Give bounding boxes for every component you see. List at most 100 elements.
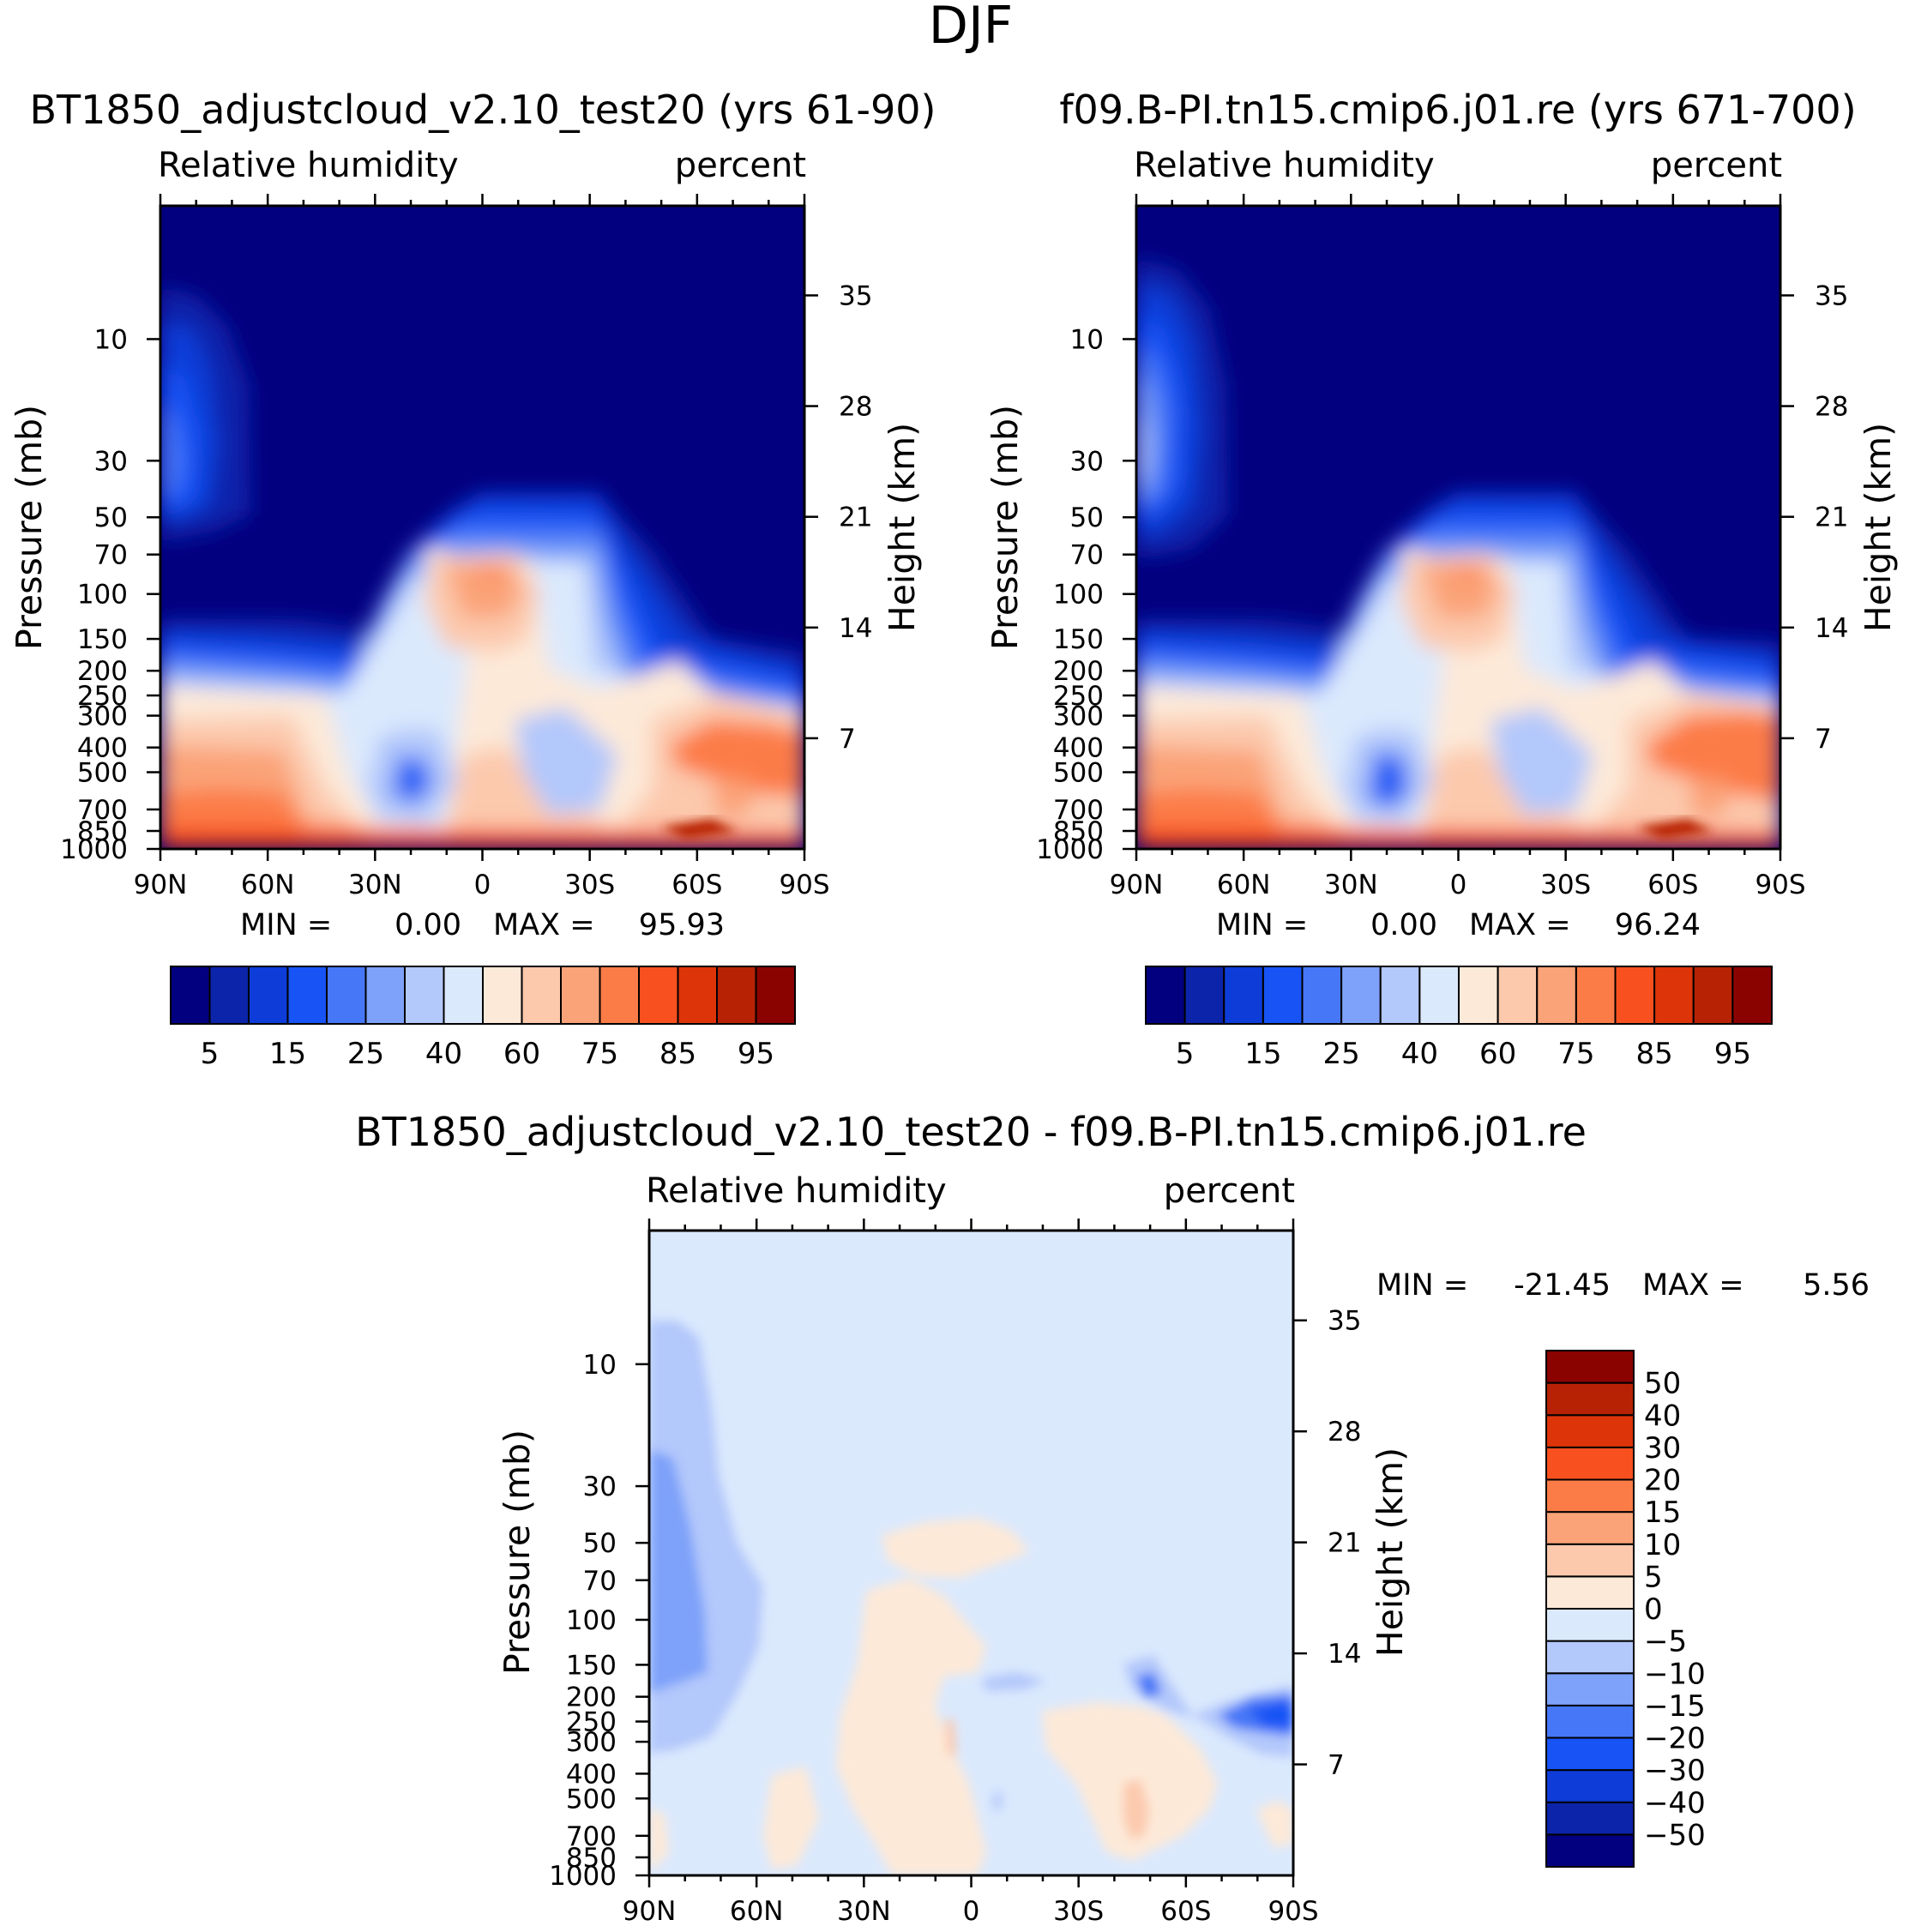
colorbar-label: 40 xyxy=(1644,1399,1681,1433)
colorbar-label: 5 xyxy=(201,1037,220,1071)
pressure-tick-label: 100 xyxy=(77,580,128,611)
pressure-tick-label: 30 xyxy=(583,1472,617,1502)
colorbar-label: −5 xyxy=(1644,1625,1687,1659)
pressure-tick-label: 850 xyxy=(77,816,128,847)
x-tick-label: 90N xyxy=(134,870,188,900)
colorbar-label: 60 xyxy=(503,1037,540,1071)
panel-b-colorbar: 5 15 25 40 60 75 85 95 xyxy=(1145,966,1773,1071)
colorbar-label: 0 xyxy=(1644,1592,1663,1627)
colorbar-label: 85 xyxy=(659,1037,696,1071)
x-tick-label: 30N xyxy=(348,870,402,900)
panel-a-units: percent xyxy=(675,146,806,185)
colorbar-label: 75 xyxy=(581,1037,618,1071)
colorbar-box xyxy=(1223,966,1264,1025)
panel-b-max-label: MAX = xyxy=(1469,908,1571,942)
colorbar-box xyxy=(1653,966,1695,1025)
colorbar-box xyxy=(1545,1575,1635,1610)
pressure-tick-label: 200 xyxy=(1053,656,1104,687)
colorbar-box xyxy=(1496,966,1539,1025)
x-tick-label: 60S xyxy=(1160,1896,1211,1927)
pressure-tick-label: 250 xyxy=(77,681,128,712)
pressure-tick-label: 300 xyxy=(77,701,128,732)
height-tick-label: 28 xyxy=(1815,392,1848,423)
colorbar-box xyxy=(1545,1672,1635,1706)
colorbar-box xyxy=(404,966,445,1025)
height-tick-label: 28 xyxy=(1328,1417,1361,1447)
x-tick-label: 90S xyxy=(1268,1896,1318,1927)
figure-title: DJF xyxy=(929,0,1013,56)
panel-b-heatmap xyxy=(1136,206,1780,849)
pressure-tick-label: 1000 xyxy=(1036,834,1104,865)
pressure-tick-label: 400 xyxy=(566,1759,617,1790)
panel-b-ticks: 90N 60N 30N 0 30S 60S 90S103050701001502002503… xyxy=(1036,194,1848,900)
height-tick-label: 35 xyxy=(839,280,872,311)
colorbar-box xyxy=(716,966,757,1025)
pressure-tick-label: 300 xyxy=(566,1727,617,1758)
panel-a-heatmap xyxy=(160,206,804,849)
pressure-tick-label: 700 xyxy=(566,1821,617,1852)
panel-c-max-label: MAX = xyxy=(1642,1268,1744,1303)
colorbar-label: 75 xyxy=(1557,1037,1594,1071)
pressure-tick-label: 10 xyxy=(1070,324,1104,355)
pressure-tick-label: 850 xyxy=(566,1843,617,1874)
colorbar-box xyxy=(1545,1608,1635,1642)
x-tick-label: 60N xyxy=(241,870,295,900)
panel-a-title: BT1850_adjustcloud_v2.10_test20 (yrs 61-… xyxy=(29,87,936,133)
colorbar-label: 85 xyxy=(1635,1037,1672,1071)
pressure-tick-label: 250 xyxy=(566,1707,617,1738)
panel-b-title: f09.B-PI.tn15.cmip6.j01.re (yrs 671-700) xyxy=(1059,87,1856,133)
colorbar-box xyxy=(1731,966,1773,1025)
pressure-tick-label: 30 xyxy=(1070,446,1104,477)
colorbar-box xyxy=(1545,1446,1635,1481)
colorbar-box xyxy=(1545,1704,1635,1739)
colorbar-box xyxy=(286,966,328,1025)
pressure-tick-label: 50 xyxy=(583,1528,617,1559)
panel-c-units: percent xyxy=(1164,1171,1295,1211)
x-tick-label: 30S xyxy=(564,870,615,900)
height-tick-label: 14 xyxy=(1328,1639,1361,1670)
pressure-tick-label: 500 xyxy=(77,758,128,789)
panel-a-ticks: 90N 60N 30N 0 30S 60S 90S103050701001502002503… xyxy=(60,194,872,900)
colorbar-box xyxy=(1545,1511,1635,1545)
colorbar-box xyxy=(1262,966,1304,1025)
colorbar-box xyxy=(1536,966,1577,1025)
colorbar-box xyxy=(560,966,601,1025)
colorbar-box xyxy=(1379,966,1421,1025)
colorbar-label: 15 xyxy=(1244,1037,1281,1071)
pressure-tick-label: 150 xyxy=(77,624,128,655)
colorbar-box xyxy=(208,966,250,1025)
pressure-tick-label: 100 xyxy=(1053,580,1104,611)
colorbar-label: 60 xyxy=(1479,1037,1516,1071)
height-tick-label: 21 xyxy=(839,503,872,533)
pressure-tick-label: 300 xyxy=(1053,701,1104,732)
height-tick-label: 35 xyxy=(1815,280,1848,311)
panel-b-variable: Relative humidity xyxy=(1134,146,1435,185)
colorbar-box xyxy=(521,966,562,1025)
panel-c-min-value: -21.45 xyxy=(1514,1268,1611,1303)
pressure-tick-label: 50 xyxy=(1070,503,1104,533)
pressure-tick-label: 1000 xyxy=(549,1861,617,1892)
pressure-tick-label: 10 xyxy=(583,1350,617,1381)
colorbar-box xyxy=(1145,966,1186,1025)
pressure-tick-label: 250 xyxy=(1053,681,1104,712)
colorbar-box xyxy=(1545,1736,1635,1772)
colorbar-box xyxy=(482,966,523,1025)
colorbar-box xyxy=(1340,966,1382,1025)
height-tick-label: 21 xyxy=(1328,1528,1361,1559)
colorbar-label: 25 xyxy=(1322,1037,1359,1071)
pressure-tick-label: 200 xyxy=(77,656,128,687)
panel-a-min-label: MIN = xyxy=(240,908,332,942)
pressure-tick-label: 700 xyxy=(1053,795,1104,826)
x-tick-label: 30N xyxy=(837,1896,891,1927)
panel-b-units: percent xyxy=(1651,146,1782,185)
colorbar-box xyxy=(1418,966,1460,1025)
height-tick-label: 14 xyxy=(839,613,872,644)
colorbar-box xyxy=(248,966,289,1025)
colorbar-box xyxy=(443,966,484,1025)
panel-a-max-value: 95.93 xyxy=(639,908,725,942)
pressure-tick-label: 150 xyxy=(566,1650,617,1681)
height-tick-label: 7 xyxy=(1815,724,1832,755)
colorbar-label: 25 xyxy=(347,1037,384,1071)
pressure-tick-label: 70 xyxy=(583,1566,617,1597)
panel-a-variable: Relative humidity xyxy=(158,146,459,185)
